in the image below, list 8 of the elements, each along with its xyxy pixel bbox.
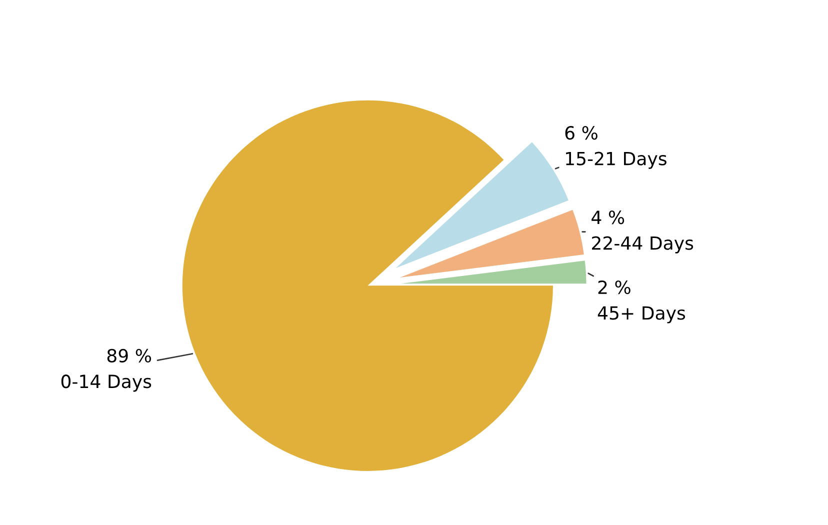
data-label: 2 % xyxy=(598,280,630,294)
slice-label: 15-21 Days xyxy=(566,152,666,169)
slice-label: 22-44 Days xyxy=(592,236,694,254)
data-label: 4 % xyxy=(592,210,624,224)
data-label: 89 % xyxy=(107,348,152,363)
slice-label: 0-14 Days xyxy=(61,374,152,392)
slice-label: 45+ Days xyxy=(598,306,686,324)
data-label: 6 % xyxy=(565,126,598,140)
